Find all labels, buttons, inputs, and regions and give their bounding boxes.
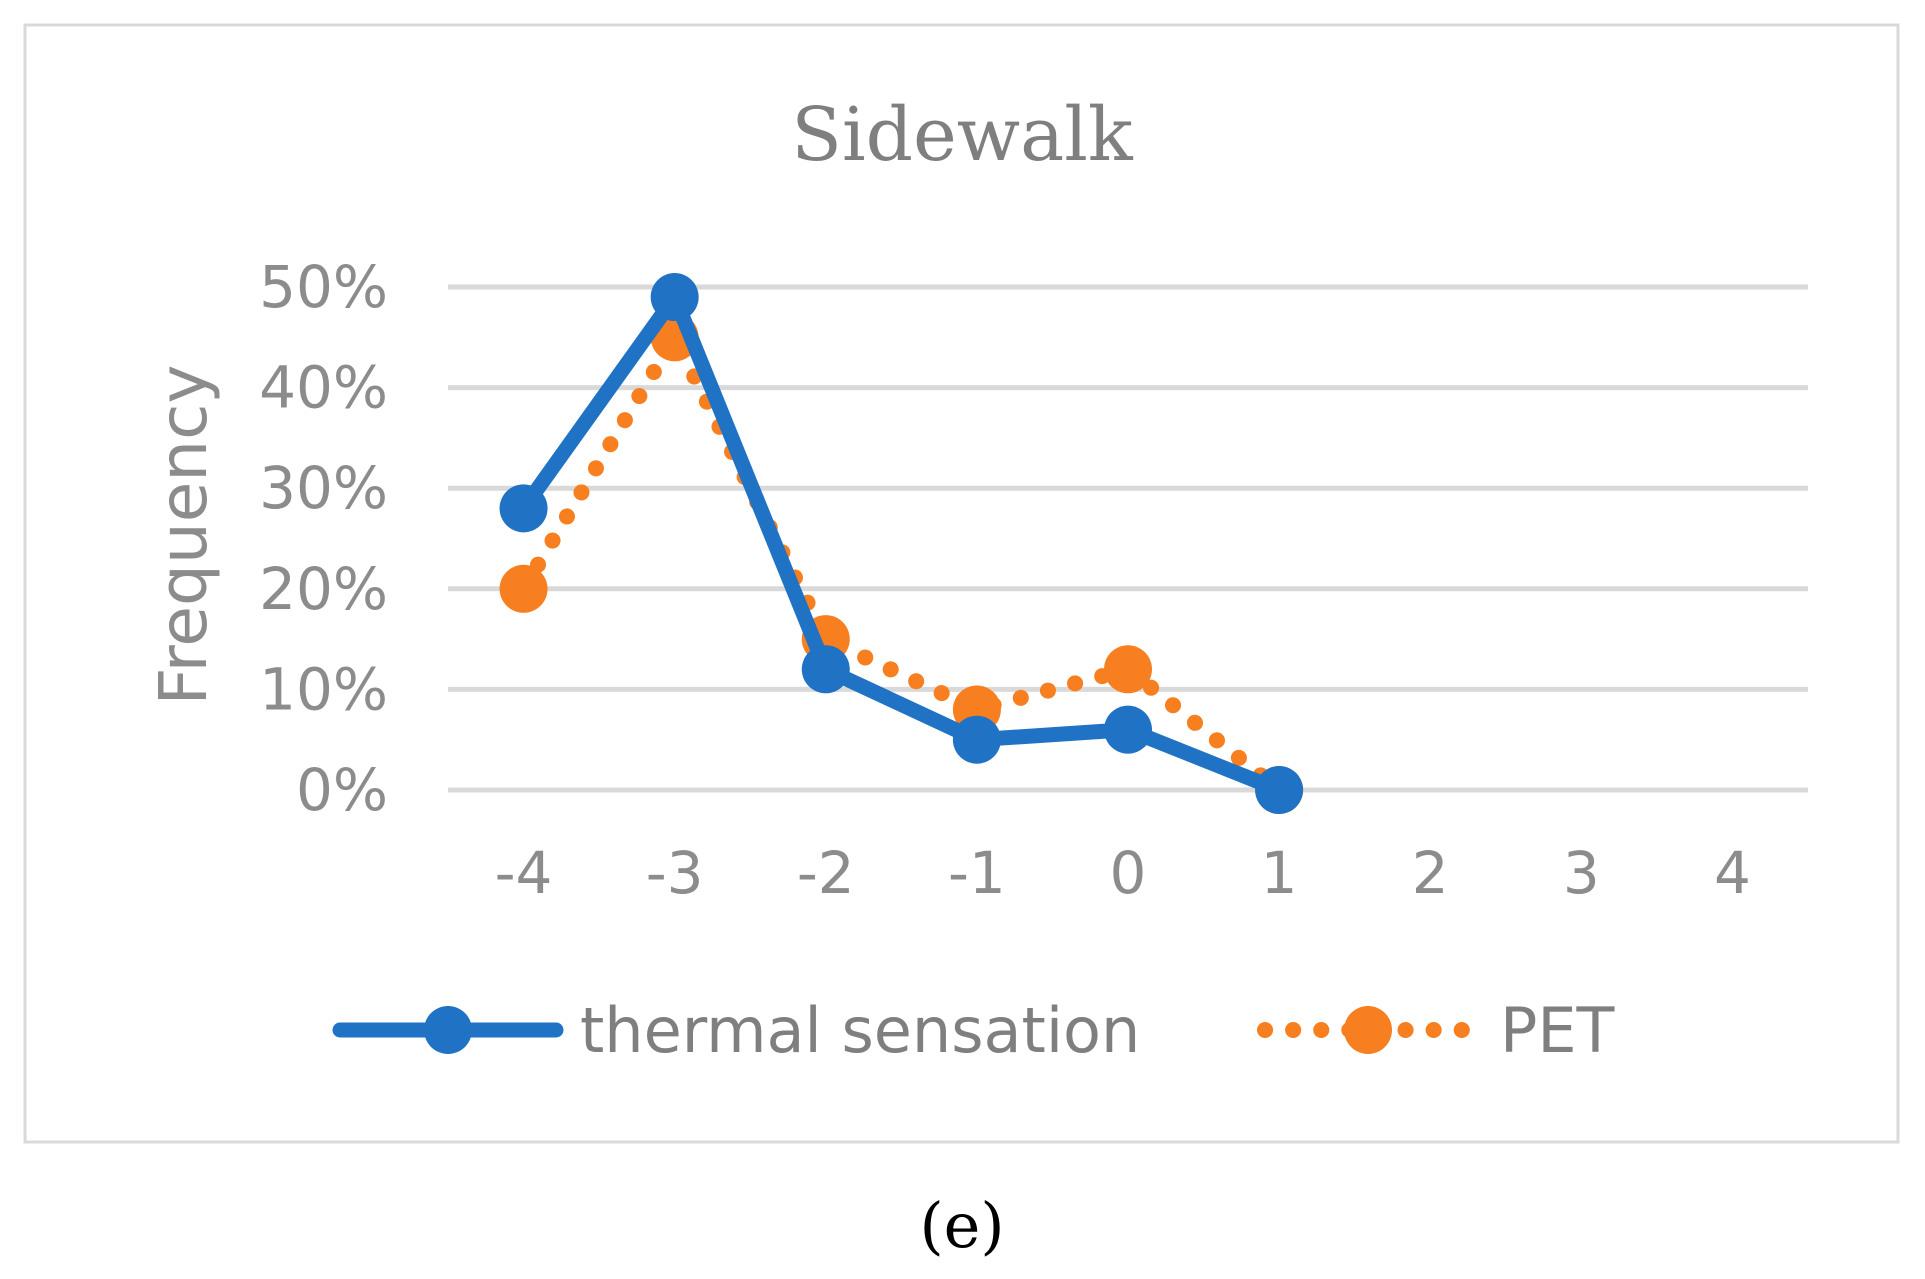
series-layer [499,273,1304,814]
y-tick-label: 40% [259,354,388,422]
y-tick-labels: 0% 10% 20% 30% 40% 50% [259,253,388,824]
data-point [499,564,548,613]
x-tick-label: 3 [1563,839,1600,907]
x-tick-label: 4 [1714,839,1751,907]
x-tick-label: 1 [1261,839,1298,907]
x-tick-label: -2 [797,839,855,907]
series-line-pet [515,320,1288,798]
series-line-thermal-sensation [516,289,1287,798]
x-tick-label: 0 [1110,839,1147,907]
y-axis-label: Frequency [145,365,222,706]
y-tick-label: 10% [259,655,388,723]
gridlines [448,284,1808,793]
data-point [1104,645,1152,694]
x-tick-label: -4 [495,839,553,907]
data-point [952,715,1001,764]
series-thermal-sensation [499,273,1304,814]
y-tick-label: 0% [296,756,388,824]
x-tick-labels: -4 -3 -2 -1 0 1 2 3 4 [495,839,1751,907]
legend-marker-thermal-sensation [424,1006,472,1054]
data-point [801,645,850,694]
legend-label-pet: PET [1500,994,1616,1067]
y-tick-label: 50% [259,253,388,321]
x-tick-label: -1 [948,839,1006,907]
legend-label-thermal-sensation: thermal sensation [580,994,1140,1067]
x-tick-label: 2 [1412,839,1449,907]
data-point [1255,766,1304,814]
y-tick-label: 20% [259,555,388,623]
legend: thermal sensation PET [332,994,1616,1067]
data-point [650,273,699,322]
panel-label: (e) [919,1189,1004,1262]
chart-title: Sidewalk [791,92,1134,178]
data-point [499,484,548,533]
x-tick-label: -3 [646,839,704,907]
y-tick-label: 30% [259,454,388,522]
legend-marker-pet [1344,1006,1392,1054]
data-point [1104,705,1152,754]
chart-frame [23,23,1900,1144]
